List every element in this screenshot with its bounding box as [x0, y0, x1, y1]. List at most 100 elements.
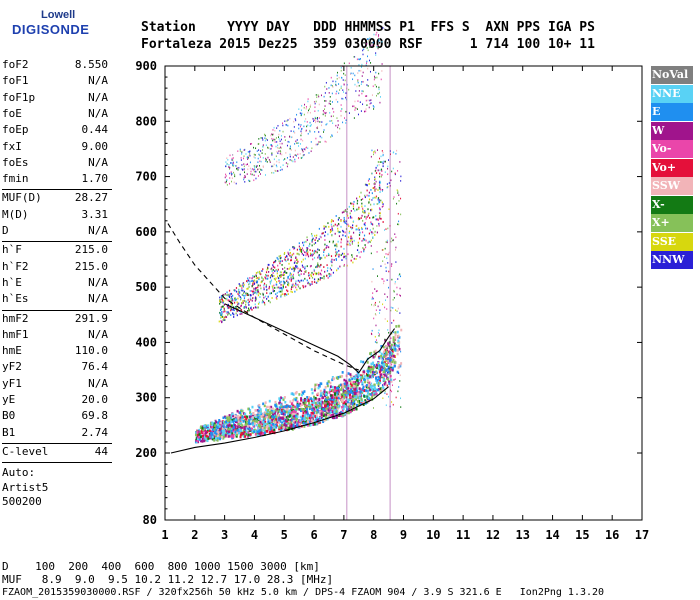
echo-dot: [379, 309, 381, 311]
echo-dot: [309, 130, 311, 133]
echo-dot: [357, 80, 359, 82]
echo-dot: [319, 406, 322, 410]
legend-item: E: [651, 103, 693, 121]
echo-dot: [224, 416, 227, 420]
echo-dot: [340, 410, 343, 414]
echo-dot: [233, 428, 236, 432]
echo-dot: [393, 289, 395, 292]
echo-dot: [332, 377, 335, 380]
echo-dot: [360, 360, 363, 363]
echo-dot: [251, 285, 253, 287]
echo-dot: [378, 362, 380, 365]
echo-dot: [349, 212, 351, 215]
echo-dot: [398, 345, 400, 347]
echo-dot: [372, 236, 374, 239]
echo-dot: [367, 366, 370, 370]
echo-dot: [230, 303, 233, 306]
echo-dot: [352, 404, 355, 408]
echo-dot: [379, 301, 381, 303]
echo-dot: [316, 421, 319, 424]
echo-dot: [388, 382, 391, 385]
echo-dot: [290, 423, 293, 427]
echo-dot: [279, 287, 281, 290]
echo-dot: [279, 416, 282, 420]
x-tick-label: 13: [516, 528, 530, 542]
echo-dot: [285, 410, 288, 414]
echo-dot: [388, 270, 390, 273]
echo-dot: [283, 419, 286, 423]
echo-dot: [249, 294, 252, 297]
echo-dot: [312, 401, 315, 404]
echo-dot: [327, 397, 330, 401]
echo-dot: [385, 241, 387, 243]
echo-dot: [371, 232, 373, 235]
echo-dot: [216, 437, 219, 441]
echo-dot: [364, 215, 366, 218]
echo-dot: [330, 223, 332, 226]
echo-dot: [392, 336, 395, 339]
param-name: fmin: [2, 172, 29, 186]
echo-dot: [295, 140, 297, 143]
echo-dot: [299, 415, 302, 419]
echo-dot: [394, 333, 397, 337]
echo-dot: [368, 392, 371, 396]
echo-dot: [287, 418, 290, 422]
echo-dot: [233, 425, 236, 429]
echo-dot: [331, 258, 333, 261]
echo-dot: [231, 436, 234, 440]
echo-dot: [370, 362, 373, 366]
echo-dot: [338, 253, 340, 256]
echo-dot: [378, 187, 381, 190]
echo-dot: [239, 148, 241, 151]
echo-dot: [247, 287, 249, 290]
echo-dot: [369, 352, 372, 355]
echo-dot: [369, 375, 372, 378]
echo-dot: [297, 404, 300, 407]
echo-dot: [337, 404, 340, 408]
echo-dot: [257, 416, 260, 419]
echo-dot: [291, 268, 293, 271]
echo-dot: [382, 397, 384, 400]
echo-dot: [241, 284, 243, 287]
echo-dot: [313, 388, 316, 392]
echo-dot: [363, 210, 366, 212]
echo-dot: [370, 209, 372, 212]
echo-dot: [278, 147, 280, 149]
echo-dot: [387, 342, 390, 345]
echo-dot: [303, 148, 305, 150]
echo-dot: [232, 162, 234, 165]
echo-dot: [265, 410, 268, 413]
echo-dot: [378, 86, 380, 89]
echo-dot: [369, 70, 371, 73]
param-value: 44: [94, 444, 108, 458]
echo-dot: [349, 373, 352, 376]
echo-dot: [324, 406, 327, 409]
echo-dot: [359, 58, 361, 60]
echo-dot: [385, 373, 387, 376]
echo-dot: [232, 435, 235, 439]
echo-dot: [310, 406, 313, 410]
echo-dot: [305, 251, 307, 254]
echo-dot: [379, 96, 381, 98]
echo-dot: [352, 392, 355, 396]
echo-dot: [294, 290, 296, 293]
echo-dot: [290, 279, 292, 282]
echo-dot: [230, 428, 233, 431]
echo-dot: [361, 81, 363, 83]
echo-dot: [340, 238, 343, 241]
echo-dot: [329, 411, 332, 414]
echo-dot: [359, 395, 362, 399]
echo-dot: [362, 49, 364, 52]
echo-dot: [338, 249, 340, 252]
echo-dot: [249, 280, 251, 283]
echo-dot: [308, 416, 311, 420]
echo-dot: [265, 285, 267, 288]
param-name: B1: [2, 425, 16, 439]
echo-dot: [280, 274, 282, 276]
echo-dot: [342, 396, 345, 400]
echo-dot: [301, 260, 303, 263]
echo-dot: [273, 289, 276, 292]
echo-dot: [354, 100, 356, 103]
echo-dot: [299, 269, 301, 272]
echo-dot: [337, 120, 339, 122]
